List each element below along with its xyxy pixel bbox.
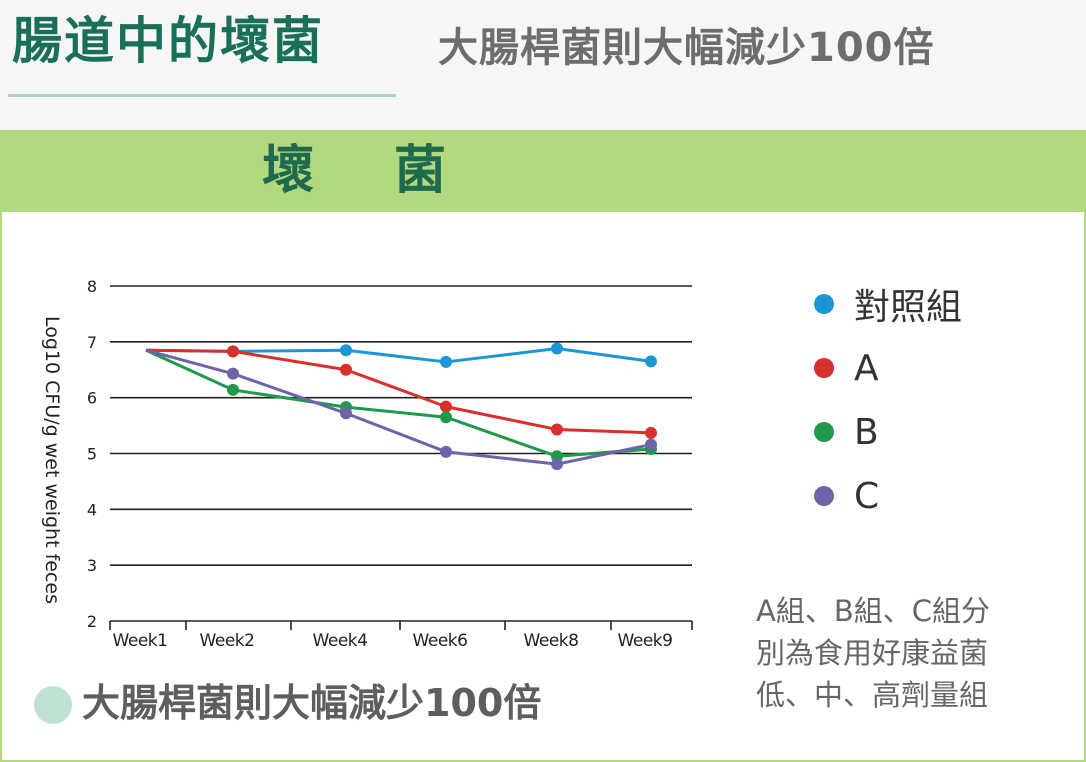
y-tick-label: 5 <box>87 445 97 464</box>
x-tick-label: Week8 <box>524 631 579 651</box>
note-line-3: 低、中、高劑量組 <box>756 678 989 712</box>
x-tick-label: Week6 <box>413 631 468 651</box>
y-tick-label: 4 <box>87 500 97 519</box>
legend-item: 對照組 <box>814 272 962 336</box>
note-line-1: A組、B組、C組分 <box>756 594 990 628</box>
bullet-dot <box>34 686 72 724</box>
data-point <box>340 363 352 376</box>
data-point <box>440 445 452 458</box>
data-point <box>645 426 657 439</box>
title-underline <box>8 94 396 97</box>
data-point <box>227 367 239 380</box>
data-point <box>551 423 563 436</box>
data-point <box>551 342 563 355</box>
data-point <box>551 458 563 471</box>
legend-label: B <box>854 411 879 453</box>
data-point <box>440 411 452 424</box>
x-tick-label: Week1 <box>113 631 168 651</box>
legend-label: C <box>854 475 880 517</box>
x-tick-label: Week2 <box>200 631 255 651</box>
data-point <box>227 345 239 358</box>
y-tick-label: 3 <box>87 556 97 575</box>
series-line-2 <box>145 348 652 458</box>
chart-legend: 對照組 A B C <box>814 272 962 528</box>
legend-swatch <box>814 358 834 378</box>
dosage-note: A組、B組、C組分 別為食用好康益菌 低、中、高劑量組 <box>756 590 1056 716</box>
y-tick-label: 2 <box>87 612 97 631</box>
panel-header-bar <box>0 130 1086 212</box>
legend-item: C <box>814 464 962 528</box>
y-tick-label: 8 <box>87 277 97 296</box>
page-subtitle: 大腸桿菌則大幅減少100倍 <box>438 25 935 71</box>
panel-title: 壞菌 <box>262 141 527 201</box>
series-line-3 <box>145 348 652 466</box>
data-point <box>340 344 352 357</box>
data-point <box>227 383 239 396</box>
series-line-1 <box>145 348 652 435</box>
legend-item: B <box>814 400 962 464</box>
x-tick-label: Week4 <box>313 631 368 651</box>
note-line-2: 別為食用好康益菌 <box>756 636 989 670</box>
footer-label: 大腸桿菌則大幅減少100倍 <box>82 681 542 725</box>
legend-swatch <box>814 294 834 314</box>
chart-panel <box>0 130 1086 762</box>
y-axis-label: Log10 CFU/g wet weight feces <box>41 316 63 604</box>
legend-label: 對照組 <box>854 287 963 328</box>
legend-swatch <box>814 486 834 506</box>
page-title: 腸道中的壞菌 <box>12 12 324 70</box>
data-point <box>440 355 452 368</box>
y-tick-label: 6 <box>87 389 97 408</box>
data-point <box>645 438 657 451</box>
data-point <box>340 407 352 420</box>
legend-swatch <box>814 422 834 442</box>
legend-label: A <box>854 347 879 389</box>
y-tick-label: 7 <box>87 333 97 352</box>
legend-item: A <box>814 336 962 400</box>
data-point <box>440 400 452 413</box>
data-point <box>645 355 657 368</box>
x-tick-label: Week9 <box>618 631 673 651</box>
